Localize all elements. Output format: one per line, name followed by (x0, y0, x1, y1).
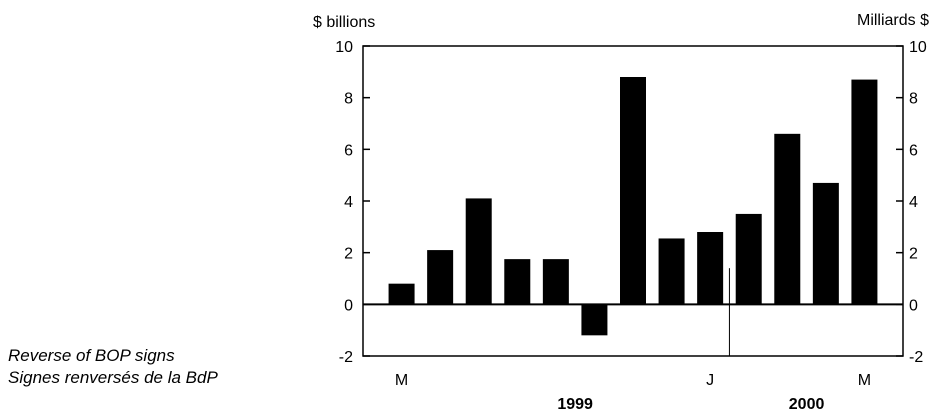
left-axis: -2 0 2 4 6 8 10 (335, 39, 370, 366)
bar-2 (427, 250, 454, 305)
right-tick-label: 2 (909, 246, 918, 263)
right-tick-label: 0 (909, 297, 918, 314)
right-axis: -2 0 2 4 6 8 10 (896, 39, 927, 366)
left-tick-label: 10 (335, 39, 353, 56)
year-label: 2000 (789, 396, 825, 413)
bar-6 (581, 304, 608, 336)
right-tick-label: 6 (909, 142, 918, 159)
bar-10 (735, 213, 762, 305)
year-label: 1999 (557, 396, 593, 413)
right-axis-label: Milliards $ (857, 12, 929, 29)
x-tick-label: J (706, 372, 714, 389)
bar-4 (504, 259, 531, 305)
bar-3 (465, 198, 492, 305)
x-axis: M J M 1999 2000 (395, 372, 871, 413)
bar-12 (812, 182, 839, 305)
note-line-2: Signes renversés de la BdP (8, 368, 218, 387)
bar-5 (542, 259, 569, 305)
x-tick-label: M (858, 372, 871, 389)
right-tick-label: 8 (909, 91, 918, 108)
bar-11 (774, 133, 801, 305)
x-tick-label: M (395, 372, 408, 389)
bar-9 (697, 232, 724, 305)
bar-13 (851, 79, 878, 305)
left-tick-label: 6 (344, 142, 353, 159)
left-axis-label: $ billions (313, 14, 375, 31)
left-tick-label: 2 (344, 246, 353, 263)
left-tick-label: 4 (344, 194, 353, 211)
bar-7 (620, 77, 646, 305)
left-tick-label: 0 (344, 297, 353, 314)
bar-8 (658, 238, 685, 305)
bar-1 (388, 283, 415, 305)
bars (388, 77, 878, 336)
right-tick-label: 4 (909, 194, 918, 211)
note-line-1: Reverse of BOP signs (8, 346, 175, 365)
right-tick-label: 10 (909, 39, 927, 56)
right-tick-label: -2 (909, 349, 923, 366)
left-tick-label: -2 (339, 349, 353, 366)
left-tick-label: 8 (344, 91, 353, 108)
